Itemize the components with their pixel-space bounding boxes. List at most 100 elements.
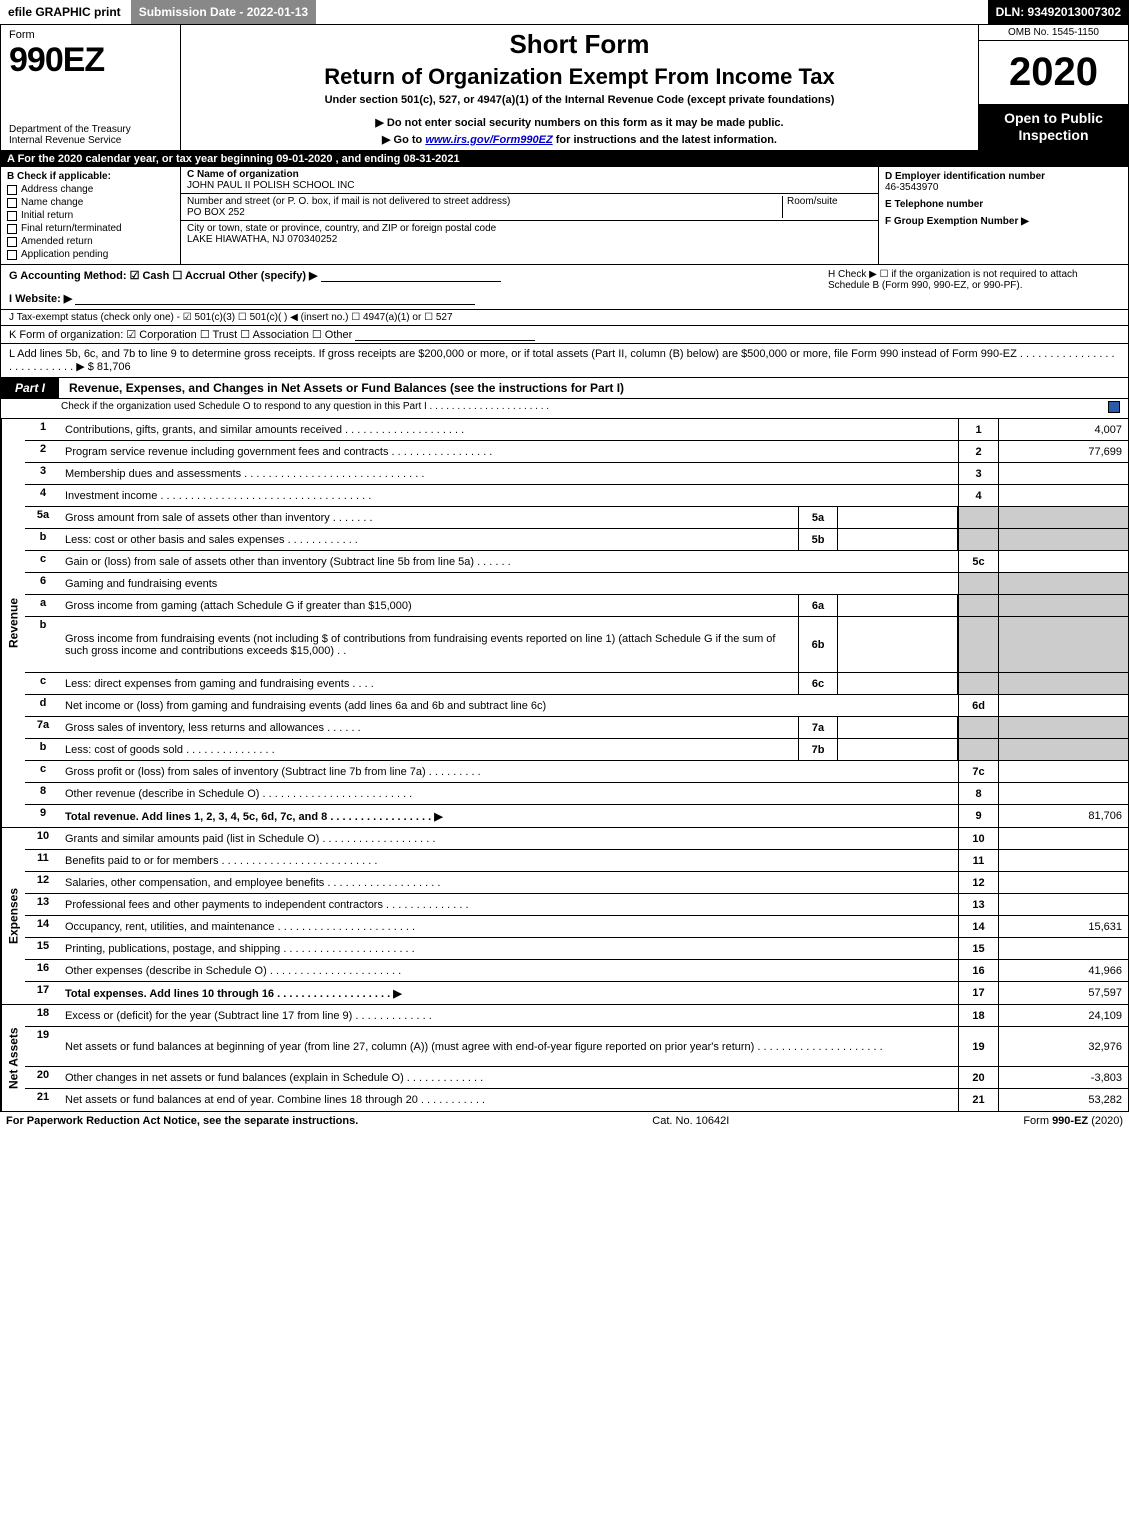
line-desc: Professional fees and other payments to … (61, 894, 958, 915)
line-12: 12Salaries, other compensation, and empl… (25, 872, 1128, 894)
website-field[interactable] (75, 293, 475, 305)
chk-label: Initial return (21, 210, 73, 221)
part1-label: Part I (1, 378, 59, 398)
chk-name-change[interactable]: Name change (7, 197, 174, 208)
line-val: 77,699 (998, 441, 1128, 462)
line-3: 3Membership dues and assessments . . . .… (25, 463, 1128, 485)
line-desc: Gross income from fundraising events (no… (61, 617, 798, 672)
net-assets-lines: 18Excess or (deficit) for the year (Subt… (25, 1005, 1128, 1111)
group-exemption-label: F Group Exemption Number ▶ (885, 216, 1122, 227)
chk-application-pending[interactable]: Application pending (7, 249, 174, 260)
line-num: 2 (25, 441, 61, 462)
footer-right-form: 990-EZ (1052, 1115, 1088, 1127)
footer-right-post: (2020) (1088, 1115, 1123, 1127)
line-5a: 5aGross amount from sale of assets other… (25, 507, 1128, 529)
line-15: 15Printing, publications, postage, and s… (25, 938, 1128, 960)
line-desc: Net income or (loss) from gaming and fun… (61, 695, 958, 716)
box-d: D Employer identification number 46-3543… (878, 167, 1128, 264)
line-desc: Less: direct expenses from gaming and fu… (61, 673, 798, 694)
line-desc: Net assets or fund balances at end of ye… (61, 1089, 958, 1111)
checkbox-icon (7, 250, 17, 260)
efile-print[interactable]: efile GRAPHIC print (0, 0, 131, 24)
box-b-heading: B Check if applicable: (7, 171, 174, 182)
line-num: b (25, 739, 61, 760)
line-desc: Other expenses (describe in Schedule O) … (61, 960, 958, 981)
mid-val (838, 595, 958, 616)
line-7a: 7aGross sales of inventory, less returns… (25, 717, 1128, 739)
line-ref: 18 (958, 1005, 998, 1026)
line-val-shaded (998, 507, 1128, 528)
chk-label: Name change (21, 197, 83, 208)
line-num: 11 (25, 850, 61, 871)
h-check: H Check ▶ ☐ if the organization is not r… (820, 269, 1120, 305)
other-org-field[interactable] (355, 329, 535, 341)
line-num: 17 (25, 982, 61, 1004)
line-val-shaded (998, 529, 1128, 550)
mid-ref: 6c (798, 673, 838, 694)
i-website-label: I Website: ▶ (9, 293, 72, 305)
line-desc: Gross income from gaming (attach Schedul… (61, 595, 798, 616)
line-val-shaded (998, 739, 1128, 760)
line-num: 1 (25, 419, 61, 440)
line-num: 18 (25, 1005, 61, 1026)
line-13: 13Professional fees and other payments t… (25, 894, 1128, 916)
page-footer: For Paperwork Reduction Act Notice, see … (0, 1112, 1129, 1130)
line-val: -3,803 (998, 1067, 1128, 1088)
g-accounting: G Accounting Method: ☑ Cash ☐ Accrual Ot… (9, 269, 820, 282)
line-ref: 14 (958, 916, 998, 937)
line-num: c (25, 673, 61, 694)
chk-final-return[interactable]: Final return/terminated (7, 223, 174, 234)
line-desc: Net assets or fund balances at beginning… (61, 1027, 958, 1066)
net-assets-side-label: Net Assets (1, 1005, 25, 1111)
line-17: 17Total expenses. Add lines 10 through 1… (25, 982, 1128, 1004)
line-desc: Excess or (deficit) for the year (Subtra… (61, 1005, 958, 1026)
line-desc: Gross amount from sale of assets other t… (61, 507, 798, 528)
dln: DLN: 93492013007302 (988, 0, 1129, 24)
other-specify-field[interactable] (321, 270, 501, 282)
line-16: 16Other expenses (describe in Schedule O… (25, 960, 1128, 982)
line-val: 41,966 (998, 960, 1128, 981)
mid-ref: 6a (798, 595, 838, 616)
line-val (998, 463, 1128, 484)
chk-address-change[interactable]: Address change (7, 184, 174, 195)
line-val-shaded (998, 717, 1128, 738)
mid-ref: 5a (798, 507, 838, 528)
checkbox-icon (7, 185, 17, 195)
chk-initial-return[interactable]: Initial return (7, 210, 174, 221)
irs-link[interactable]: www.irs.gov/Form990EZ (425, 134, 552, 146)
line-ref-shaded (958, 717, 998, 738)
room-suite: Room/suite (782, 196, 872, 218)
line-ref-shaded (958, 617, 998, 672)
line-desc: Benefits paid to or for members . . . . … (61, 850, 958, 871)
line-ref: 15 (958, 938, 998, 959)
header-right: OMB No. 1545-1150 2020 Open to Public In… (978, 25, 1128, 150)
header-center: Short Form Return of Organization Exempt… (181, 25, 978, 150)
line-9: 9Total revenue. Add lines 1, 2, 3, 4, 5c… (25, 805, 1128, 827)
chk-label: Application pending (21, 249, 108, 260)
line-num: b (25, 529, 61, 550)
line-11: 11Benefits paid to or for members . . . … (25, 850, 1128, 872)
line-val (998, 828, 1128, 849)
line-6d: dNet income or (loss) from gaming and fu… (25, 695, 1128, 717)
org-name: JOHN PAUL II POLISH SCHOOL INC (187, 180, 872, 191)
line-num: 8 (25, 783, 61, 804)
checkbox-icon (7, 211, 17, 221)
line-ref: 4 (958, 485, 998, 506)
mid-val (838, 717, 958, 738)
calendar-year-row: A For the 2020 calendar year, or tax yea… (1, 151, 1128, 167)
line-val (998, 761, 1128, 782)
line-num: 3 (25, 463, 61, 484)
line-num: 6 (25, 573, 61, 594)
submission-date: Submission Date - 2022-01-13 (131, 0, 318, 24)
line-num: 10 (25, 828, 61, 849)
part1-sub-text: Check if the organization used Schedule … (61, 401, 549, 416)
mid-val (838, 617, 958, 672)
line-ref-shaded (958, 739, 998, 760)
open-inspection: Open to Public Inspection (979, 104, 1128, 150)
chk-amended-return[interactable]: Amended return (7, 236, 174, 247)
line-19: 19Net assets or fund balances at beginni… (25, 1027, 1128, 1067)
form-header: Form 990EZ Department of the Treasury In… (1, 25, 1128, 151)
box-c: C Name of organization JOHN PAUL II POLI… (181, 167, 878, 264)
part1-sub: Check if the organization used Schedule … (1, 399, 1128, 419)
schedule-o-checkbox[interactable] (1108, 401, 1120, 413)
